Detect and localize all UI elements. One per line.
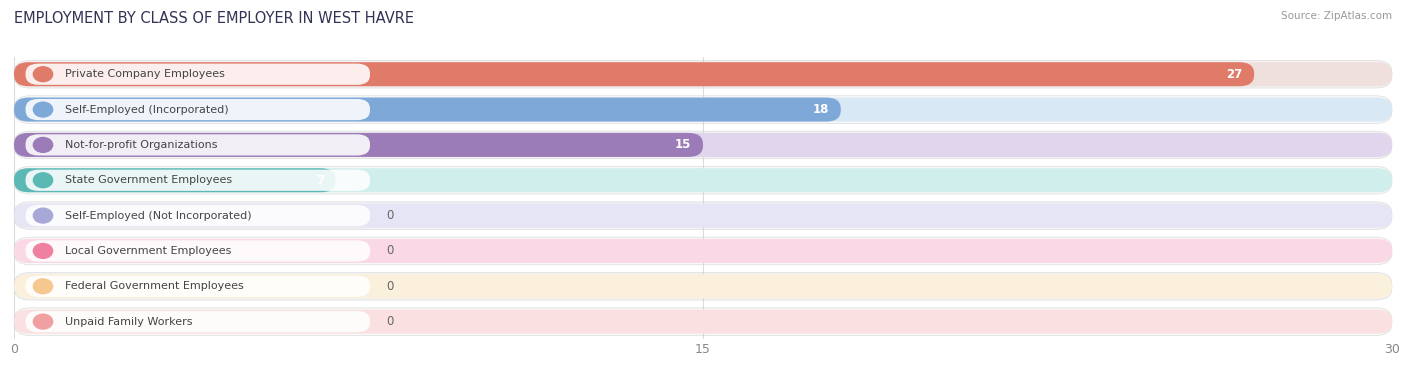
Circle shape: [34, 138, 52, 152]
Circle shape: [34, 173, 52, 188]
Circle shape: [34, 314, 52, 329]
FancyBboxPatch shape: [14, 133, 1392, 157]
FancyBboxPatch shape: [25, 276, 370, 297]
FancyBboxPatch shape: [25, 311, 370, 332]
FancyBboxPatch shape: [14, 167, 1392, 194]
Text: 0: 0: [387, 244, 394, 257]
FancyBboxPatch shape: [25, 64, 370, 85]
FancyBboxPatch shape: [14, 133, 703, 157]
Text: EMPLOYMENT BY CLASS OF EMPLOYER IN WEST HAVRE: EMPLOYMENT BY CLASS OF EMPLOYER IN WEST …: [14, 11, 413, 26]
FancyBboxPatch shape: [14, 310, 1392, 334]
FancyBboxPatch shape: [25, 241, 370, 262]
Text: Not-for-profit Organizations: Not-for-profit Organizations: [65, 140, 217, 150]
FancyBboxPatch shape: [25, 205, 370, 226]
Text: 18: 18: [813, 103, 830, 116]
FancyBboxPatch shape: [25, 170, 370, 191]
Text: 0: 0: [387, 209, 394, 222]
FancyBboxPatch shape: [14, 274, 1392, 298]
FancyBboxPatch shape: [25, 134, 370, 156]
Circle shape: [34, 67, 52, 82]
Circle shape: [34, 279, 52, 294]
Text: Private Company Employees: Private Company Employees: [65, 69, 225, 79]
FancyBboxPatch shape: [14, 98, 841, 121]
FancyBboxPatch shape: [14, 239, 1392, 263]
FancyBboxPatch shape: [14, 62, 1392, 86]
FancyBboxPatch shape: [14, 202, 1392, 229]
FancyBboxPatch shape: [14, 60, 1392, 88]
Text: Source: ZipAtlas.com: Source: ZipAtlas.com: [1281, 11, 1392, 21]
Text: Self-Employed (Not Incorporated): Self-Employed (Not Incorporated): [65, 211, 252, 221]
FancyBboxPatch shape: [14, 62, 1254, 86]
FancyBboxPatch shape: [14, 131, 1392, 159]
Text: Federal Government Employees: Federal Government Employees: [65, 281, 243, 291]
FancyBboxPatch shape: [14, 237, 1392, 265]
Text: 27: 27: [1226, 68, 1243, 81]
FancyBboxPatch shape: [14, 308, 1392, 336]
FancyBboxPatch shape: [14, 96, 1392, 123]
Text: 7: 7: [316, 174, 325, 187]
Circle shape: [34, 102, 52, 117]
FancyBboxPatch shape: [25, 99, 370, 120]
FancyBboxPatch shape: [14, 273, 1392, 300]
Circle shape: [34, 244, 52, 258]
FancyBboxPatch shape: [14, 204, 1392, 228]
FancyBboxPatch shape: [14, 168, 336, 192]
Text: Unpaid Family Workers: Unpaid Family Workers: [65, 317, 193, 326]
Text: 15: 15: [675, 138, 692, 152]
Text: Local Government Employees: Local Government Employees: [65, 246, 231, 256]
FancyBboxPatch shape: [14, 98, 1392, 121]
FancyBboxPatch shape: [14, 168, 1392, 192]
Text: 0: 0: [387, 280, 394, 293]
Text: State Government Employees: State Government Employees: [65, 175, 232, 185]
Circle shape: [34, 208, 52, 223]
Text: Self-Employed (Incorporated): Self-Employed (Incorporated): [65, 104, 228, 115]
Text: 0: 0: [387, 315, 394, 328]
